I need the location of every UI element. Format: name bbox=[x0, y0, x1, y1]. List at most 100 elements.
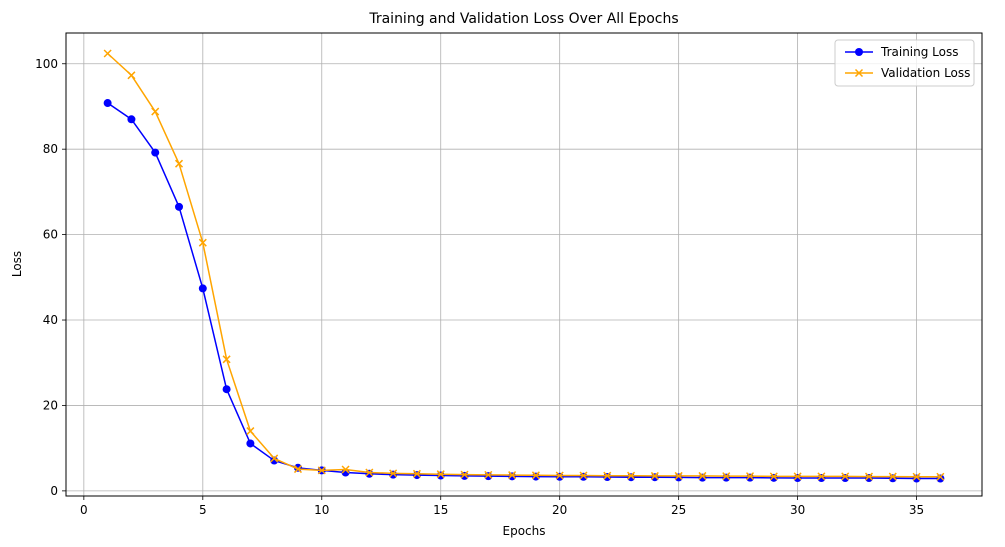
data-point-training-loss bbox=[746, 473, 755, 482]
series-validation-loss bbox=[103, 49, 945, 481]
data-point-training-loss bbox=[841, 474, 850, 483]
data-point-validation-loss bbox=[270, 454, 279, 463]
data-point-validation-loss bbox=[389, 469, 398, 478]
data-point-training-loss bbox=[627, 473, 636, 482]
legend-marker-training bbox=[855, 48, 863, 56]
data-point-training-loss bbox=[888, 474, 897, 483]
legend: Training Loss Validation Loss bbox=[834, 39, 975, 87]
data-point-validation-loss bbox=[627, 471, 636, 480]
chart-title: Training and Validation Loss Over All Ep… bbox=[368, 11, 678, 27]
data-point-validation-loss bbox=[127, 71, 136, 80]
data-point-validation-loss bbox=[603, 471, 612, 480]
series-line-validation-loss bbox=[107, 52, 941, 478]
data-point-validation-loss bbox=[531, 471, 540, 480]
x-tick-label: 5 bbox=[199, 503, 207, 517]
data-point-validation-loss bbox=[579, 471, 588, 480]
data-point-training-loss bbox=[864, 474, 873, 483]
data-point-training-loss bbox=[198, 284, 207, 293]
data-point-training-loss bbox=[936, 474, 945, 483]
y-tick-label: 100 bbox=[35, 57, 58, 71]
data-point-training-loss bbox=[436, 471, 445, 480]
data-point-training-loss bbox=[127, 115, 136, 124]
y-tick-label: 20 bbox=[43, 398, 58, 412]
data-point-training-loss bbox=[674, 473, 683, 482]
data-point-training-loss bbox=[769, 473, 778, 482]
data-point-validation-loss bbox=[484, 470, 493, 479]
y-tick-label: 40 bbox=[43, 313, 58, 327]
data-point-training-loss bbox=[175, 202, 184, 211]
data-point-validation-loss bbox=[317, 466, 326, 475]
data-point-training-loss bbox=[484, 472, 493, 481]
data-point-training-loss bbox=[365, 469, 374, 478]
y-tick-label: 60 bbox=[43, 228, 58, 242]
data-point-validation-loss bbox=[793, 472, 802, 481]
data-point-validation-loss bbox=[341, 465, 350, 474]
x-tick-label: 35 bbox=[909, 503, 924, 517]
legend-label-training: Training Loss bbox=[880, 45, 958, 59]
x-tick-label: 20 bbox=[552, 503, 567, 517]
data-point-training-loss bbox=[531, 472, 540, 481]
data-point-validation-loss bbox=[888, 472, 897, 481]
data-point-training-loss bbox=[650, 473, 659, 482]
series-layer bbox=[103, 49, 945, 483]
data-point-validation-loss bbox=[769, 472, 778, 481]
data-point-validation-loss bbox=[912, 472, 921, 481]
data-point-validation-loss bbox=[293, 465, 303, 474]
data-point-training-loss bbox=[817, 474, 826, 483]
data-point-training-loss bbox=[151, 148, 160, 157]
data-point-validation-loss bbox=[722, 472, 731, 481]
x-tick-label: 15 bbox=[433, 503, 448, 517]
data-point-training-loss bbox=[412, 471, 421, 480]
data-point-validation-loss bbox=[650, 471, 659, 480]
data-point-validation-loss bbox=[246, 427, 255, 436]
data-point-training-loss bbox=[579, 472, 588, 481]
data-point-training-loss bbox=[389, 470, 398, 479]
data-point-validation-loss bbox=[508, 471, 517, 480]
data-point-validation-loss bbox=[174, 159, 184, 168]
data-point-validation-loss bbox=[151, 107, 160, 116]
data-point-training-loss bbox=[246, 439, 255, 448]
data-point-validation-loss bbox=[365, 468, 374, 477]
data-point-validation-loss bbox=[864, 472, 874, 481]
data-point-training-loss bbox=[912, 474, 921, 483]
x-axis-label: Epochs bbox=[503, 524, 546, 538]
data-point-training-loss bbox=[722, 473, 731, 482]
data-point-training-loss bbox=[222, 385, 231, 394]
data-point-validation-loss bbox=[222, 355, 231, 364]
grid bbox=[66, 33, 982, 496]
data-point-validation-loss bbox=[460, 470, 469, 479]
data-point-validation-loss bbox=[198, 238, 207, 247]
data-point-validation-loss bbox=[103, 49, 112, 58]
legend-label-validation: Validation Loss bbox=[881, 66, 970, 80]
data-point-training-loss bbox=[793, 474, 802, 483]
data-point-validation-loss bbox=[555, 471, 564, 480]
data-point-validation-loss bbox=[674, 471, 683, 480]
x-tick-label: 30 bbox=[790, 503, 805, 517]
x-tick-label: 25 bbox=[671, 503, 686, 517]
series-line-training-loss bbox=[107, 102, 941, 480]
y-axis-ticks: 0 20 40 60 80 100 bbox=[35, 57, 66, 498]
data-point-validation-loss bbox=[936, 472, 945, 481]
data-point-validation-loss bbox=[412, 469, 421, 478]
data-point-validation-loss bbox=[745, 472, 755, 481]
y-tick-label: 0 bbox=[50, 484, 58, 498]
data-point-validation-loss bbox=[841, 472, 850, 481]
legend-marker-validation bbox=[854, 68, 864, 78]
x-axis-ticks: 0 5 10 15 20 25 30 35 bbox=[80, 496, 924, 517]
plot-frame bbox=[65, 32, 983, 497]
series-training-loss bbox=[103, 99, 945, 483]
data-point-training-loss bbox=[103, 99, 112, 108]
data-point-training-loss bbox=[603, 472, 612, 481]
data-point-validation-loss bbox=[698, 471, 707, 480]
y-tick-label: 80 bbox=[43, 142, 58, 156]
x-tick-label: 10 bbox=[314, 503, 329, 517]
y-axis-label: Loss bbox=[10, 251, 24, 277]
data-point-training-loss bbox=[508, 472, 517, 481]
data-point-training-loss bbox=[460, 471, 469, 480]
x-tick-label: 0 bbox=[80, 503, 88, 517]
data-point-training-loss bbox=[698, 473, 707, 482]
data-point-training-loss bbox=[555, 472, 564, 481]
data-point-validation-loss bbox=[436, 470, 445, 479]
data-point-validation-loss bbox=[817, 472, 826, 481]
